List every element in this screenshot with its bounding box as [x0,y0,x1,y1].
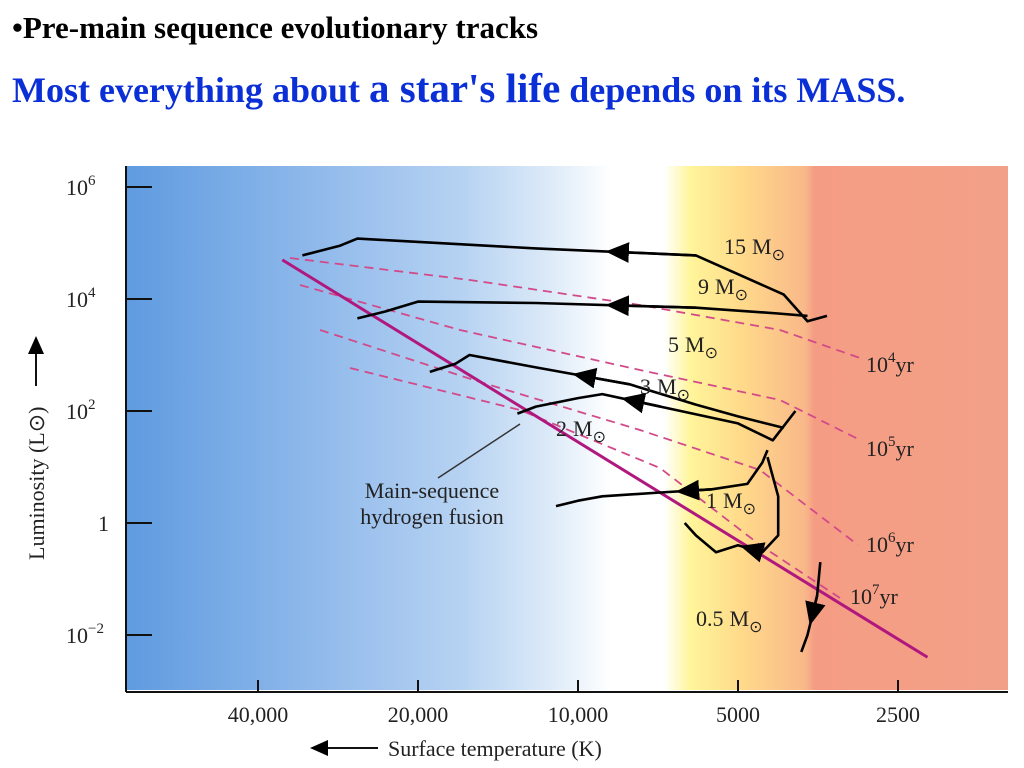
track-label: 0.5 M⊙ [696,606,762,636]
isochrone-label: 105yr [866,434,915,461]
x-tick-label: 5000 [716,702,760,727]
y-tick-label: 1 [98,511,109,536]
isochrone-line [349,367,841,599]
y-tick-label: 102 [66,397,96,424]
y-axis-label: Luminosity (L⊙) [24,407,49,560]
track-label: 15 M⊙ [724,234,785,264]
track-arrow [740,542,766,563]
main-sequence-line [281,258,929,659]
track-arrow [572,367,630,389]
headline-part3: depends on its MASS. [560,70,906,110]
track-label: 5 M⊙ [668,332,718,362]
x-tick-label: 10,000 [548,702,609,727]
headline: Most everything about a star's life depe… [12,58,1012,120]
track-arrow [621,392,661,414]
y-tick-label: 104 [66,285,96,312]
main-sequence-label: Main-sequence [365,478,499,503]
isochrone-label: 104yr [866,350,915,377]
track-label: 9 M⊙ [698,274,748,304]
track-arrow [605,295,696,317]
slide-title: •Pre-main sequence evolutionary tracks [12,10,538,46]
track-line [302,237,828,323]
x-tick-label: 2500 [876,702,920,727]
main-sequence-label: hydrogen fusion [360,504,504,529]
main-sequence-pointer [437,423,521,479]
isochrone-line [319,329,859,546]
isochrone-label: 106yr [866,530,915,557]
track-label: 3 M⊙ [640,374,690,404]
isochrone-line [299,284,861,441]
bullet-glyph: • [12,10,23,45]
title-text: Pre-main sequence evolutionary tracks [22,10,539,45]
track-label: 1 M⊙ [706,488,756,518]
track-arrow [805,595,826,626]
plot-background [126,166,1008,690]
x-axis-label: Surface temperature (K) [388,736,602,761]
x-tick-label: 20,000 [388,702,449,727]
x-tick-label: 40,000 [228,702,289,727]
track-arrow [675,479,712,501]
y-tick-label: 10−2 [66,621,104,648]
headline-part2: a star's life [368,65,561,111]
track-arrow [605,242,696,263]
headline-part1: Most everything about [12,70,369,110]
track-label: 2 M⊙ [556,416,606,446]
isochrone-label: 107yr [850,582,899,609]
y-tick-label: 106 [66,173,96,200]
track-line [357,300,808,320]
